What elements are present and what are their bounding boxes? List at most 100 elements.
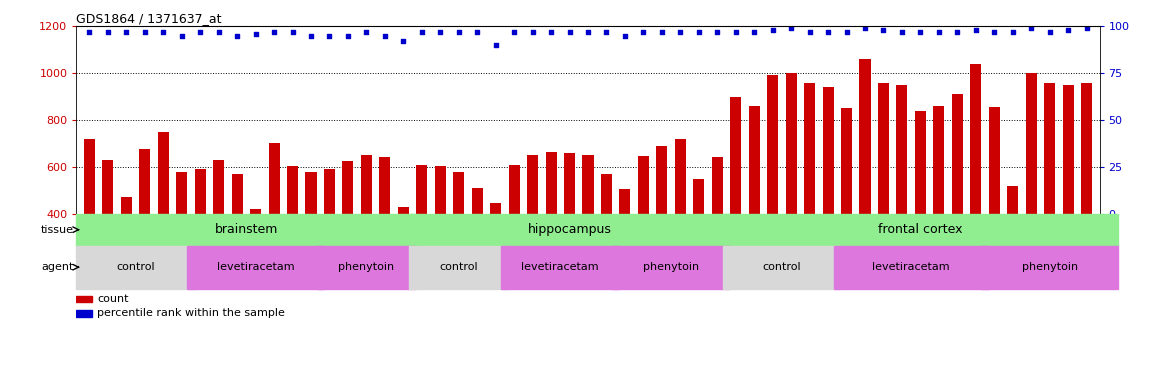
Bar	[767, 75, 779, 214]
Point	[1003, 29, 1022, 35]
Bar	[83, 139, 95, 214]
Point	[727, 29, 746, 35]
Bar	[601, 174, 612, 214]
Point	[579, 29, 597, 35]
Bar	[76, 310, 92, 316]
Point	[856, 25, 875, 31]
Point	[689, 29, 708, 35]
Bar	[187, 246, 323, 289]
Point	[967, 27, 985, 33]
Point	[358, 29, 376, 35]
Bar	[546, 152, 556, 214]
Text: count: count	[96, 294, 128, 304]
Bar	[612, 246, 730, 289]
Bar	[76, 296, 92, 302]
Bar	[361, 155, 372, 214]
Bar	[342, 161, 354, 214]
Text: frontal cortex: frontal cortex	[878, 223, 963, 236]
Point	[283, 29, 302, 35]
Point	[708, 29, 727, 35]
Point	[228, 33, 247, 39]
Point	[818, 29, 837, 35]
Point	[1077, 25, 1096, 31]
Point	[394, 38, 413, 44]
Point	[154, 29, 173, 35]
Point	[505, 29, 523, 35]
Point	[782, 25, 801, 31]
Bar	[723, 214, 1118, 246]
Point	[874, 27, 893, 33]
Point	[615, 33, 634, 39]
Bar	[860, 59, 870, 214]
Point	[430, 29, 449, 35]
Bar	[306, 171, 316, 214]
Text: levetiracetam: levetiracetam	[873, 262, 950, 272]
Text: levetiracetam: levetiracetam	[216, 262, 294, 272]
Point	[671, 29, 690, 35]
Point	[560, 29, 579, 35]
Point	[413, 29, 432, 35]
Point	[653, 29, 671, 35]
Bar	[158, 132, 169, 214]
Point	[99, 29, 118, 35]
Bar	[834, 246, 989, 289]
Point	[800, 29, 818, 35]
Bar	[822, 87, 834, 214]
Bar	[287, 166, 298, 214]
Bar	[490, 203, 501, 214]
Bar	[472, 188, 482, 214]
Bar	[416, 165, 427, 214]
Bar	[749, 106, 760, 214]
Point	[116, 29, 135, 35]
Text: control: control	[762, 262, 801, 272]
Bar	[989, 107, 1000, 214]
Bar	[841, 108, 853, 214]
Bar	[1025, 73, 1037, 214]
Point	[486, 42, 505, 48]
Bar	[915, 111, 926, 214]
Text: levetiracetam: levetiracetam	[521, 262, 599, 272]
Text: tissue: tissue	[41, 225, 74, 235]
Point	[320, 33, 339, 39]
Bar	[981, 246, 1118, 289]
Bar	[656, 146, 668, 214]
Bar	[195, 169, 206, 214]
Text: agent: agent	[41, 262, 74, 272]
Text: phenytoin: phenytoin	[643, 262, 700, 272]
Bar	[970, 64, 981, 214]
Text: control: control	[116, 262, 155, 272]
Bar	[139, 149, 151, 214]
Point	[948, 29, 967, 35]
Bar	[380, 158, 390, 214]
Bar	[934, 106, 944, 214]
Point	[542, 29, 561, 35]
Bar	[675, 139, 686, 214]
Point	[837, 29, 856, 35]
Bar	[1007, 186, 1018, 214]
Text: hippocampus: hippocampus	[528, 223, 612, 236]
Point	[523, 29, 542, 35]
Bar	[316, 246, 416, 289]
Point	[1041, 29, 1060, 35]
Point	[375, 33, 394, 39]
Bar	[1044, 82, 1055, 214]
Point	[984, 29, 1003, 35]
Bar	[409, 214, 730, 246]
Point	[468, 29, 487, 35]
Bar	[564, 153, 575, 214]
Bar	[878, 82, 889, 214]
Point	[911, 29, 930, 35]
Point	[301, 33, 320, 39]
Point	[173, 33, 192, 39]
Bar	[76, 214, 416, 246]
Bar	[76, 246, 195, 289]
Point	[80, 29, 99, 35]
Bar	[711, 158, 723, 214]
Bar	[453, 171, 465, 214]
Bar	[102, 160, 113, 214]
Bar	[620, 189, 630, 214]
Point	[265, 29, 283, 35]
Bar	[582, 155, 594, 214]
Bar	[786, 73, 796, 214]
Bar	[435, 166, 446, 214]
